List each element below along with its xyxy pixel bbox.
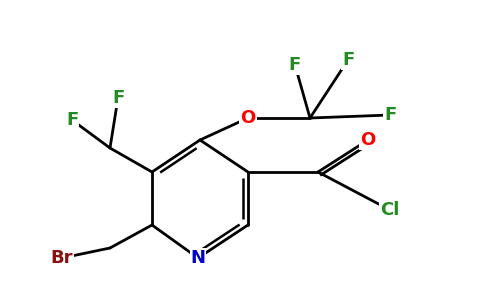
Text: F: F [289,56,301,74]
Text: Cl: Cl [380,201,400,219]
Text: Br: Br [51,249,73,267]
Text: F: F [66,111,78,129]
Text: F: F [384,106,396,124]
Text: O: O [361,131,376,149]
Text: F: F [112,89,124,107]
Text: F: F [342,51,354,69]
Text: N: N [191,249,206,267]
Text: O: O [241,109,256,127]
